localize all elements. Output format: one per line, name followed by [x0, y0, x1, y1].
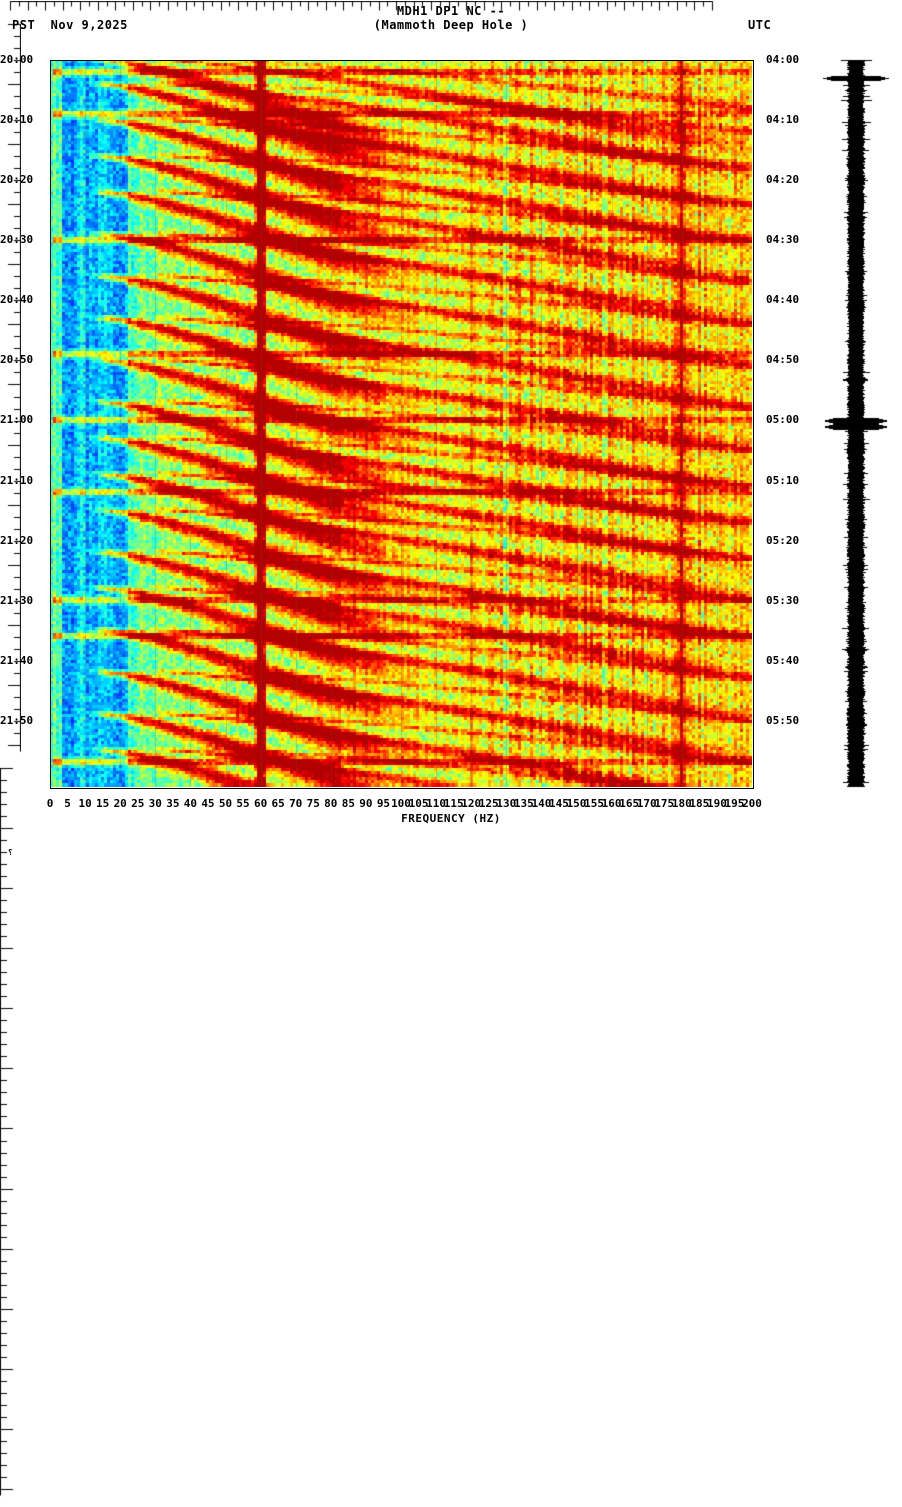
- time-axis-right-ticks: [0, 763, 21, 1503]
- frequency-tick-label: 110: [426, 797, 447, 810]
- timezone-right-label: UTC: [748, 18, 772, 32]
- time-tick-label-utc: 05:00: [766, 413, 800, 427]
- frequency-tick-label: 50: [218, 797, 233, 810]
- frequency-tick-label: 0: [46, 797, 54, 810]
- corner-mark: ⸮: [8, 848, 13, 857]
- time-tick-label-pst: 21:20: [0, 533, 34, 547]
- frequency-tick-label: 10: [78, 797, 92, 810]
- frequency-tick-label: 90: [359, 797, 373, 810]
- amplitude-trace-panel: [820, 58, 902, 788]
- spectrogram-image: [50, 60, 752, 787]
- spectrogram-plot[interactable]: [50, 60, 752, 787]
- frequency-tick-label: 130: [496, 797, 517, 810]
- frequency-tick-label: 55: [236, 797, 250, 810]
- time-tick-label-pst: 20:50: [0, 353, 34, 367]
- time-tick-label-utc: 04:00: [766, 53, 800, 66]
- frequency-tick-label: 100: [391, 797, 411, 810]
- frequency-tick-label: 125: [478, 797, 499, 810]
- time-tick-label-utc: 05:30: [766, 593, 800, 607]
- time-tick-label-pst: 20:20: [0, 173, 34, 187]
- time-axis-left-ticks: [0, 19, 21, 759]
- frequency-tick-label: 20: [113, 797, 127, 810]
- station-subtitle: (Mammoth Deep Hole ): [373, 18, 529, 32]
- frequency-tick-label: 65: [271, 797, 285, 810]
- frequency-tick-label: 180: [671, 797, 692, 810]
- time-tick-label-utc: 04:50: [766, 353, 800, 367]
- frequency-axis-ticks: [0, 1, 724, 15]
- time-tick-label-utc: 04:30: [766, 233, 800, 247]
- frequency-tick-label: 95: [376, 797, 391, 810]
- frequency-tick-label: 25: [131, 797, 145, 810]
- time-tick-label-pst: 20:00: [0, 53, 34, 66]
- time-tick-label-pst: 21:30: [0, 593, 34, 607]
- frequency-tick-label: 165: [619, 797, 640, 810]
- frequency-tick-label: 15: [96, 797, 110, 810]
- frequency-tick-label: 30: [148, 797, 162, 810]
- time-tick-label-utc: 04:10: [766, 113, 800, 127]
- frequency-tick-label: 120: [461, 797, 482, 810]
- frequency-tick-label: 75: [306, 797, 320, 810]
- frequency-tick-label: 170: [636, 797, 657, 810]
- frequency-tick-label: 155: [584, 797, 604, 810]
- time-tick-label-utc: 04:20: [766, 173, 800, 187]
- timezone-left-label: PST Nov 9,2025: [12, 18, 128, 32]
- time-tick-label-pst: 21:40: [0, 653, 34, 667]
- frequency-tick-label: 175: [654, 797, 675, 810]
- frequency-tick-label: 5: [64, 797, 71, 810]
- time-tick-label-pst: 21:10: [0, 473, 34, 487]
- time-tick-label-pst: 20:10: [0, 113, 34, 127]
- frequency-tick-label: 40: [183, 797, 198, 810]
- frequency-tick-label: 115: [443, 797, 464, 810]
- frequency-tick-label: 60: [253, 797, 268, 810]
- frequency-tick-label: 150: [566, 797, 587, 810]
- frequency-tick-label: 140: [531, 797, 552, 810]
- time-tick-label-utc: 04:40: [766, 293, 800, 307]
- frequency-tick-label: 195: [724, 797, 745, 810]
- time-tick-label-utc: 05:40: [766, 653, 800, 667]
- frequency-tick-label: 145: [549, 797, 569, 810]
- frequency-tick-label: 200: [742, 797, 762, 810]
- frequency-axis-title: FREQUENCY (HZ): [401, 812, 501, 825]
- station-title: MDH1 DP1 NC --: [396, 4, 506, 18]
- time-tick-label-utc: 05:10: [766, 473, 800, 487]
- time-tick-label-pst: 20:40: [0, 293, 34, 307]
- frequency-tick-label: 185: [689, 797, 710, 810]
- time-tick-label-utc: 05:50: [766, 713, 800, 727]
- time-tick-label-pst: 21:00: [0, 413, 34, 427]
- header: PST Nov 9,2025 MDH1 DP1 NC -- (Mammoth D…: [0, 0, 902, 56]
- frequency-tick-label: 80: [324, 797, 338, 810]
- amplitude-trace: [820, 58, 902, 788]
- frequency-tick-label: 70: [289, 797, 303, 810]
- frequency-tick-label: 35: [166, 797, 180, 810]
- frequency-tick-label: 85: [341, 797, 355, 810]
- title-block: MDH1 DP1 NC -- (Mammoth Deep Hole ): [0, 4, 902, 32]
- frequency-tick-label: 190: [706, 797, 727, 810]
- frequency-tick-label: 45: [201, 797, 215, 810]
- time-tick-label-pst: 20:30: [0, 233, 34, 247]
- frequency-tick-label: 160: [601, 797, 622, 810]
- frequency-tick-label: 105: [408, 797, 429, 810]
- time-tick-label-utc: 05:20: [766, 533, 800, 547]
- time-tick-label-pst: 21:50: [0, 713, 34, 727]
- frequency-tick-label: 135: [513, 797, 534, 810]
